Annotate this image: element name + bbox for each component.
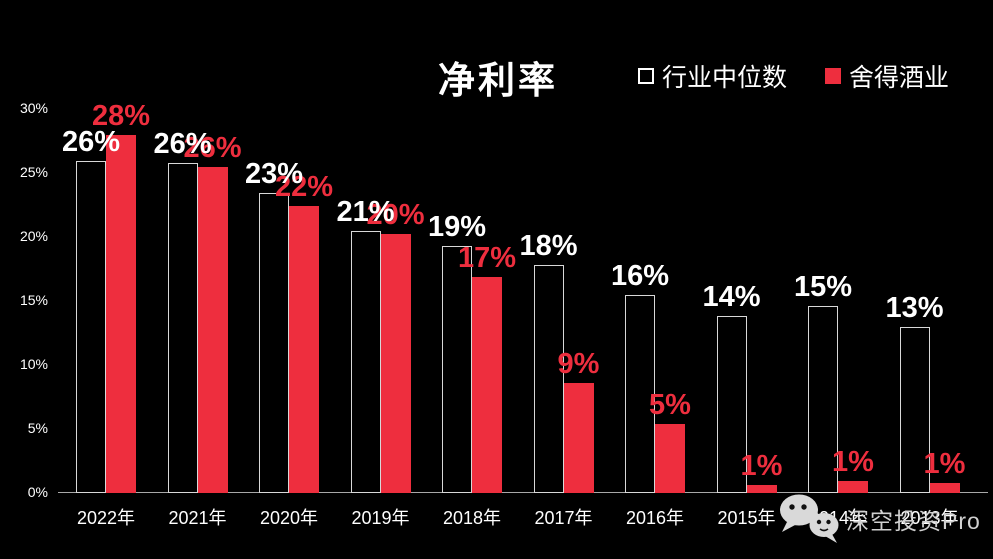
- bar-shede-2014年: [838, 481, 868, 493]
- bar-label-shede-2021年: 26%: [183, 131, 242, 164]
- bar-label-industry-median-2017年: 18%: [519, 230, 578, 263]
- bar-industry-median-2022年: [76, 161, 106, 493]
- y-tick-10%: 10%: [19, 356, 48, 372]
- bar-label-shede-2022年: 28%: [91, 99, 151, 132]
- legend-label-industry-median: 行业中位数: [662, 64, 788, 92]
- bar-shede-2016年: [655, 423, 685, 493]
- bar-shede-2019年: [380, 234, 411, 493]
- bar-label-shede-2019年: 20%: [366, 199, 425, 232]
- bar-label-industry-median-2020年: 23%: [244, 158, 304, 191]
- bar-label-shede-2013年: 1%: [923, 447, 966, 480]
- x-tick-2015年: 2015年: [717, 508, 776, 528]
- y-tick-5%: 5%: [27, 420, 48, 436]
- y-tick-30%: 30%: [19, 100, 48, 116]
- bar-shede-2013年: [929, 482, 960, 493]
- bar-label-industry-median-2019年: 21%: [336, 195, 395, 228]
- bar-industry-median-2019年: [350, 230, 381, 493]
- watermark: 深空投资Pro: [778, 494, 981, 544]
- bar-shede-2021年: [197, 166, 228, 493]
- bar-shede-2022年: [106, 134, 136, 493]
- x-tick-2018年: 2018年: [442, 508, 502, 528]
- y-tick-15%: 15%: [19, 292, 48, 308]
- legend-swatch-shede: [825, 68, 842, 84]
- y-tick-20%: 20%: [19, 228, 48, 244]
- bar-label-industry-median-2015年: 14%: [702, 281, 761, 314]
- chart-title: 净利率: [438, 61, 558, 102]
- bar-label-industry-median-2022年: 26%: [61, 126, 121, 159]
- legend: 行业中位数 舍得酒业: [638, 60, 949, 92]
- bar-shede-2018年: [472, 276, 502, 493]
- x-tick-2020年: 2020年: [259, 508, 319, 528]
- bar-industry-median-2020年: [259, 193, 289, 493]
- x-tick-2019年: 2019年: [351, 508, 410, 528]
- bar-shede-2015年: [746, 485, 777, 493]
- bar-label-shede-2018年: 17%: [457, 241, 517, 274]
- bar-label-shede-2014年: 1%: [832, 446, 874, 479]
- bar-label-industry-median-2016年: 16%: [610, 259, 670, 292]
- bar-industry-median-2013年: [899, 326, 930, 493]
- bar-label-industry-median-2014年: 15%: [793, 271, 853, 304]
- bar-label-shede-2020年: 22%: [274, 171, 334, 204]
- bar-label-shede-2015年: 1%: [740, 450, 783, 483]
- y-tick-25%: 25%: [19, 164, 48, 180]
- y-tick-0%: 0%: [27, 484, 48, 500]
- bar-label-shede-2016年: 5%: [649, 388, 691, 421]
- x-tick-2017年: 2017年: [534, 508, 593, 528]
- bar-label-industry-median-2018年: 19%: [427, 210, 487, 243]
- wechat-icon: [780, 494, 839, 543]
- legend-label-shede: 舍得酒业: [849, 64, 950, 92]
- bar-shede-2017年: [563, 382, 594, 493]
- bar-industry-median-2015年: [716, 316, 747, 493]
- x-axis-line: [58, 492, 988, 493]
- bar-label-industry-median-2013年: 13%: [885, 291, 944, 324]
- x-tick-2013年: 2013年: [900, 508, 959, 528]
- bar-industry-median-2021年: [167, 162, 198, 493]
- bar-label-industry-median-2021年: 26%: [153, 127, 212, 160]
- bar-industry-median-2016年: [625, 294, 655, 493]
- x-tick-2016年: 2016年: [625, 508, 685, 528]
- bar-industry-median-2017年: [533, 265, 564, 493]
- bar-shede-2020年: [289, 206, 319, 493]
- bar-industry-median-2014年: [808, 306, 838, 493]
- bar-industry-median-2018年: [442, 245, 472, 493]
- x-tick-2022年: 2022年: [76, 508, 136, 528]
- x-tick-2021年: 2021年: [168, 508, 227, 528]
- bar-label-shede-2017年: 9%: [557, 347, 600, 380]
- watermark-text: 深空投资Pro: [846, 508, 981, 534]
- legend-swatch-industry-median: [638, 68, 654, 84]
